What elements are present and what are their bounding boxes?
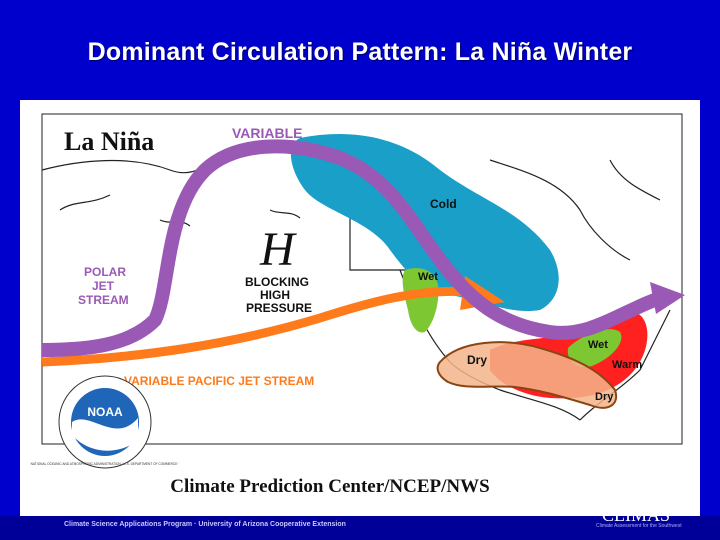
blocking-label-2: HIGH	[260, 288, 290, 302]
noaa-ring-text: NATIONAL OCEANIC AND ATMOSPHERIC ADMINIS…	[31, 462, 180, 466]
footer-bar	[0, 516, 720, 540]
climas-logo: CLIMAS	[602, 505, 671, 525]
dry-region	[436, 341, 618, 409]
footer-text: Climate Science Applications Program · U…	[64, 521, 346, 528]
slide-title: Dominant Circulation Pattern: La Niña Wi…	[87, 38, 633, 66]
cold-region	[290, 133, 559, 312]
pacific-jet-label: VARIABLE PACIFIC JET STREAM	[124, 374, 314, 388]
polar-jet-label-1: POLAR	[84, 265, 126, 279]
dry-gulf-label: Dry	[595, 391, 614, 403]
noaa-label: NOAA	[87, 405, 123, 419]
pacific-jet-stream	[41, 286, 471, 367]
blocking-label-3: PRESSURE	[246, 301, 312, 315]
climas-subtitle: Climate Assessment for the Southwest	[596, 523, 682, 529]
polar-jet-label-3: STREAM	[78, 293, 129, 307]
noaa-logo: NOAA NATIONAL OCEANIC AND ATMOSPHERIC AD…	[31, 375, 180, 469]
wet-ohio-label: Wet	[588, 339, 608, 351]
cold-label: Cold	[430, 197, 457, 211]
wet-ohio-region	[567, 329, 622, 368]
wet-northwest-label: Wet	[418, 271, 438, 283]
map-heading: La Niña	[64, 127, 154, 156]
polar-jet-label-2: JET	[92, 279, 115, 293]
credit-line: Climate Prediction Center/NCEP/NWS	[170, 476, 490, 497]
wet-northwest-region	[402, 268, 439, 333]
variable-label: VARIABLE	[232, 125, 303, 141]
dry-west-label: Dry	[467, 353, 487, 367]
polar-jet-arrowhead	[650, 282, 685, 314]
polar-jet-stream	[41, 139, 663, 357]
warm-label: Warm	[612, 359, 642, 371]
map-panel: La Niña VARIABLE Cold H BLOCKING HIGH PR…	[20, 100, 700, 532]
high-pressure-symbol: H	[259, 223, 297, 276]
circulation-map: La Niña VARIABLE Cold H BLOCKING HIGH PR…	[31, 113, 685, 469]
blocking-label-1: BLOCKING	[245, 275, 309, 289]
